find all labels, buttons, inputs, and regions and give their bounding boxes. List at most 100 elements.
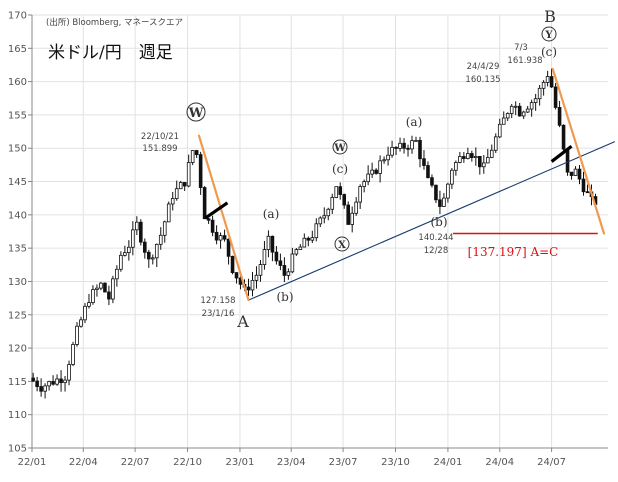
candle-body [158,234,163,245]
candle-body [83,305,87,321]
candle-body [274,251,279,262]
candle-body [266,235,271,250]
candle-body [154,243,159,259]
c2-label: (c) [541,45,557,59]
candle-body [250,279,255,291]
w2-circle [332,139,348,155]
candle-body [446,183,450,199]
peak1-date: 22/10/21 [141,132,179,142]
support-trendline [248,141,616,301]
candle-body [146,251,151,260]
candle-body [306,237,311,241]
breakout-mark [550,144,573,163]
candle-body [166,203,171,223]
candle-body [350,212,354,225]
chart-title: 米ドル/円 週足 [48,43,173,63]
candle-body [466,153,470,159]
candle-body [390,146,394,156]
candle-body [346,204,351,225]
candle-body [537,87,542,100]
w1-label: W [188,106,204,121]
candle-body [577,168,582,180]
p1-date: 24/4/29 [467,62,500,72]
candle-body [557,107,562,126]
candle-body [513,105,518,108]
b2-date: 12/28 [424,246,449,256]
b2-label: (b) [430,215,447,229]
candle-body [162,221,167,236]
candle-body [71,344,75,365]
candle-body [470,153,474,159]
p1-value: 160.135 [465,75,500,85]
y-circle [541,26,557,42]
candle-body [541,82,546,89]
candle-body [382,159,386,162]
candle-body [386,154,390,161]
x-tick-label: 24/01 [433,457,462,468]
candle-body [202,187,207,220]
source-label: (出所) Bloomberg, マネースクエア [46,17,183,28]
y-tick-label: 120 [8,344,27,355]
x-tick-label: 22/07 [121,457,150,468]
a1-label: (a) [263,207,280,221]
candle-body [581,178,586,193]
candle-body [286,271,291,276]
candle-body [111,278,115,300]
b1-label: (b) [276,290,293,304]
candle-body [418,139,422,160]
candle-body [178,182,183,190]
y-tick-label: 145 [8,177,27,188]
candle-body [521,111,526,117]
candle-body [139,221,143,243]
peak1-value: 151.899 [142,144,177,154]
x-tick-labels: 22/01 22/04 22/07 22/10 23/01 23/04 23/07 23/10… [18,457,566,468]
candle-body [334,186,339,198]
x-tick-label: 22/01 [18,457,47,468]
candle-body [362,181,366,187]
candle-body [489,149,494,158]
candle-body [127,246,131,254]
candle-body [505,113,510,119]
a-low-value: 127.158 [200,296,235,306]
candle-body [51,381,55,385]
candle-body [402,142,406,149]
x-tick-label: 23/04 [277,457,306,468]
y-tick-label: 155 [8,110,27,121]
candle-body [549,76,554,88]
candle-body [91,289,95,303]
candle-body [119,254,123,270]
candle-body [222,235,227,240]
candle-body [318,217,323,225]
gridlines [31,14,608,449]
candle-body [290,253,295,273]
candle-body [182,182,187,187]
y-label: Y [544,30,553,41]
candle-body [310,237,315,241]
candle-body [398,142,402,149]
x-tick-label: 23/01 [226,457,255,468]
candle-body [462,156,466,159]
y-tick-label: 105 [8,444,27,455]
candle-body [298,246,303,250]
candle-body [525,108,530,113]
candle-body [87,302,91,307]
candle-body [206,218,211,221]
x-tick-label: 23/07 [329,457,358,468]
a2-label: (a) [406,115,423,129]
candle-body [414,139,418,142]
p2-value: 161.938 [507,56,542,66]
candle-body [226,238,231,257]
candle-body [322,215,327,219]
candle-body [529,102,534,110]
candle-body [553,86,558,108]
wave-line [551,67,606,235]
candle-body [326,208,331,217]
candle-body [95,287,99,290]
wave-a-label: A [236,312,249,331]
candle-body [59,378,63,384]
candle-body [430,177,434,186]
candle-body [374,169,378,174]
y-tick-label: 130 [8,277,27,288]
candle-body [426,165,430,179]
candle-body [450,169,454,185]
